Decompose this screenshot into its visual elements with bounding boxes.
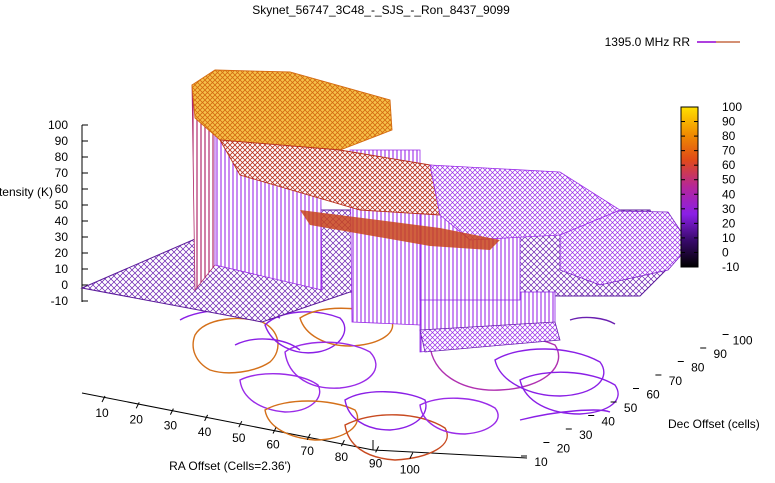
x-axis-label: RA Offset (Cells=2.36') (169, 459, 291, 473)
contour-ring-p (569, 316, 616, 325)
floor-frame (81, 392, 528, 459)
chart-title: Skynet_56747_3C48_-_SJS_-_Ron_8437_9099 (252, 3, 510, 17)
colorbar-tick-label: 80 (722, 129, 736, 143)
y-tick-label: 90 (714, 347, 728, 361)
x-tick-mark (306, 433, 311, 441)
z-tick-label: 70 (55, 166, 69, 180)
z-tick-label: 80 (55, 150, 69, 164)
x-tick-mark (340, 439, 345, 447)
surface-high-top (191, 69, 393, 151)
y-axis-label: Dec Offset (cells) (668, 417, 760, 431)
contour-ring-l (519, 371, 619, 415)
x-tick-mark (238, 420, 243, 428)
colorbar-tick-label: 0 (722, 245, 729, 259)
y-tick-label: 40 (602, 415, 616, 429)
z-tick-label: 100 (48, 118, 68, 132)
z-tick-label: 90 (55, 134, 69, 148)
z-tick-label: 10 (55, 262, 69, 276)
contour-ring-k (494, 348, 605, 397)
x-tick-mark (101, 395, 106, 403)
y-tick-label: 60 (646, 388, 660, 402)
y-tick-label: 50 (624, 401, 638, 415)
y-tick-label: 20 (557, 442, 571, 456)
x-axis: 10 20 30 40 50 60 70 80 90 100 (95, 395, 420, 477)
z-tick-label: 0 (61, 278, 68, 292)
colorbar-tick-label: 10 (722, 231, 736, 245)
surface-red-band (300, 210, 500, 250)
colorbar-tick-label: 20 (722, 216, 736, 230)
colorbar-tick-label: 30 (722, 202, 736, 216)
x-tick-label: 70 (301, 444, 315, 458)
colorbar-tick-label: 70 (722, 144, 736, 158)
x-tick-mark (169, 408, 174, 415)
contour-ring-d (284, 341, 377, 389)
z-tick-label: 40 (55, 214, 69, 228)
z-axis-label: Intensity (K) (0, 185, 53, 199)
y-tick-label: 70 (669, 374, 683, 388)
contour-ring-f (264, 400, 359, 441)
y-axis: 10 20 30 40 50 60 70 80 90 100 (521, 334, 753, 469)
contour-ring-i (419, 397, 499, 435)
surface-right-plateau (559, 209, 691, 286)
colorbar-tick-label: 50 (722, 173, 736, 187)
colorbar-tick-label: 60 (722, 158, 736, 172)
x-tick-mark (204, 414, 209, 422)
contour-ring-b (264, 311, 346, 354)
contour-ring-h (344, 414, 448, 461)
x-tick-label: 90 (369, 456, 383, 470)
x-tick-label: 40 (198, 425, 212, 439)
contour-ring-o (519, 409, 611, 421)
z-tick-label: 60 (55, 182, 69, 196)
x-tick-mark (409, 452, 414, 459)
contour-ring-n (234, 338, 301, 351)
x-tick-label: 10 (95, 406, 109, 420)
y-tick-label: 100 (733, 334, 753, 348)
colorbar-tick-label: 90 (722, 115, 736, 129)
x-tick-label: 20 (130, 412, 144, 426)
z-tick-label: -10 (51, 294, 69, 308)
surface-mid-right (429, 164, 621, 241)
contour-ring-c (299, 307, 394, 347)
x-tick-mark (375, 446, 380, 453)
z-tick-label: 50 (55, 198, 69, 212)
main-block-tops (191, 69, 621, 250)
front-block (419, 291, 561, 353)
colorbar-tick-label: 100 (722, 100, 742, 114)
x-tick-label: 50 (232, 431, 246, 445)
legend: 1395.0 MHz RR (605, 35, 740, 49)
contour-ring-e (239, 372, 321, 413)
x-tick-label: 80 (335, 450, 349, 464)
colorbar-gradient (680, 106, 699, 268)
contour-ring-g (344, 391, 427, 431)
z-tick-label: 30 (55, 230, 69, 244)
y-tick-label: 30 (579, 428, 593, 442)
x-tick-label: 60 (266, 438, 280, 452)
contour-ring-a (192, 317, 279, 374)
y-tick-label: 80 (691, 361, 705, 375)
x-tick-mark (135, 402, 140, 409)
colorbar-tick-label: -10 (722, 260, 740, 274)
legend-label: 1395.0 MHz RR (605, 35, 691, 49)
colorbar-tick-label: 40 (722, 187, 736, 201)
x-tick-label: 30 (164, 419, 178, 433)
x-tick-label: 100 (400, 463, 420, 477)
z-tick-label: 20 (55, 246, 69, 260)
y-tick-label: 10 (534, 455, 548, 469)
x-tick-mark (272, 427, 277, 434)
